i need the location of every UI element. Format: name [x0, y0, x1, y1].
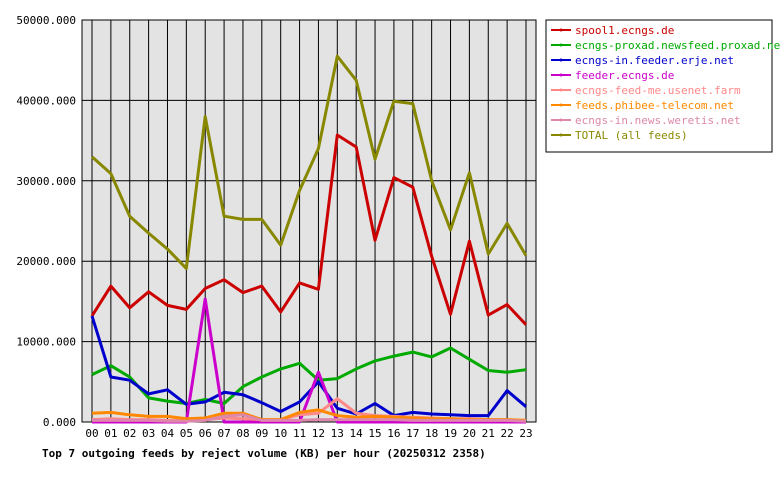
legend-entry: ecngs-feed-me.usenet.farm — [575, 84, 741, 97]
x-tick-label: 05 — [180, 427, 193, 440]
y-tick-label: 40000.000 — [16, 94, 76, 107]
x-tick-label: 04 — [161, 427, 175, 440]
plot-area: 0.000 10000.000 20000.000 30000.000 40000.00… — [16, 14, 537, 440]
x-tick-label: 10 — [274, 427, 287, 440]
x-tick-label: 12 — [312, 427, 325, 440]
y-tick-label: 50000.000 — [16, 14, 76, 27]
x-tick-label: 20 — [463, 427, 476, 440]
x-tick-label: 00 — [85, 427, 98, 440]
x-tick-label: 02 — [123, 427, 136, 440]
legend-marker — [559, 43, 563, 47]
x-tick-label: 14 — [350, 427, 364, 440]
legend-marker — [559, 118, 563, 122]
legend-marker — [559, 133, 563, 137]
series-line — [91, 54, 528, 270]
x-tick-label: 21 — [482, 427, 495, 440]
x-tick-label: 13 — [331, 427, 344, 440]
x-tick-label: 19 — [444, 427, 457, 440]
x-tick-label: 18 — [425, 427, 438, 440]
x-tick-label: 08 — [236, 427, 249, 440]
legend-entry: spool1.ecngs.de — [575, 24, 674, 37]
x-tick-label: 17 — [406, 427, 419, 440]
legend-entry: ecngs-in.feeder.erje.net — [575, 54, 734, 67]
legend-marker — [559, 88, 563, 92]
series-line — [92, 413, 527, 423]
x-tick-label: 16 — [387, 427, 400, 440]
legend-box — [545, 19, 773, 153]
x-tick-label: 09 — [255, 427, 268, 440]
plot-background — [82, 20, 536, 422]
legend-marker — [559, 28, 563, 32]
x-tick-label: 06 — [199, 427, 212, 440]
legend-entry: feeds.phibee-telecom.net — [575, 99, 734, 112]
x-tick-label: 15 — [368, 427, 381, 440]
legend-marker — [559, 58, 563, 62]
series-line — [90, 315, 527, 418]
x-tick-label: 03 — [142, 427, 155, 440]
y-tick-label: 10000.000 — [16, 336, 76, 349]
series-line — [91, 346, 527, 405]
y-tick-label: 20000.000 — [16, 255, 76, 268]
legend-entry: TOTAL (all feeds) — [575, 129, 688, 142]
x-tick-label: 11 — [293, 427, 306, 440]
y-tick-label: 30000.000 — [16, 175, 76, 188]
legend-entry: feeder.ecngs.de — [575, 69, 674, 82]
x-tick-label: 01 — [104, 427, 117, 440]
plot-frame — [81, 19, 537, 423]
series-line — [90, 133, 528, 326]
legend-marker — [559, 103, 563, 107]
legend-entry: ecngs-proxad.newsfeed.proxad.net — [575, 39, 780, 52]
chart-title: Top 7 outgoing feeds by reject volume (K… — [42, 447, 486, 460]
x-tick-label: 07 — [217, 427, 230, 440]
legend-entry: ecngs-in.news.weretis.net — [575, 114, 741, 127]
y-tick-label: 0.000 — [43, 416, 76, 429]
legend-marker — [559, 73, 563, 77]
x-tick-label: 22 — [501, 427, 514, 440]
legend: spool1.ecngs.de ecngs-proxad.newsfeed.pro… — [545, 19, 780, 153]
x-tick-label: 23 — [519, 427, 532, 440]
